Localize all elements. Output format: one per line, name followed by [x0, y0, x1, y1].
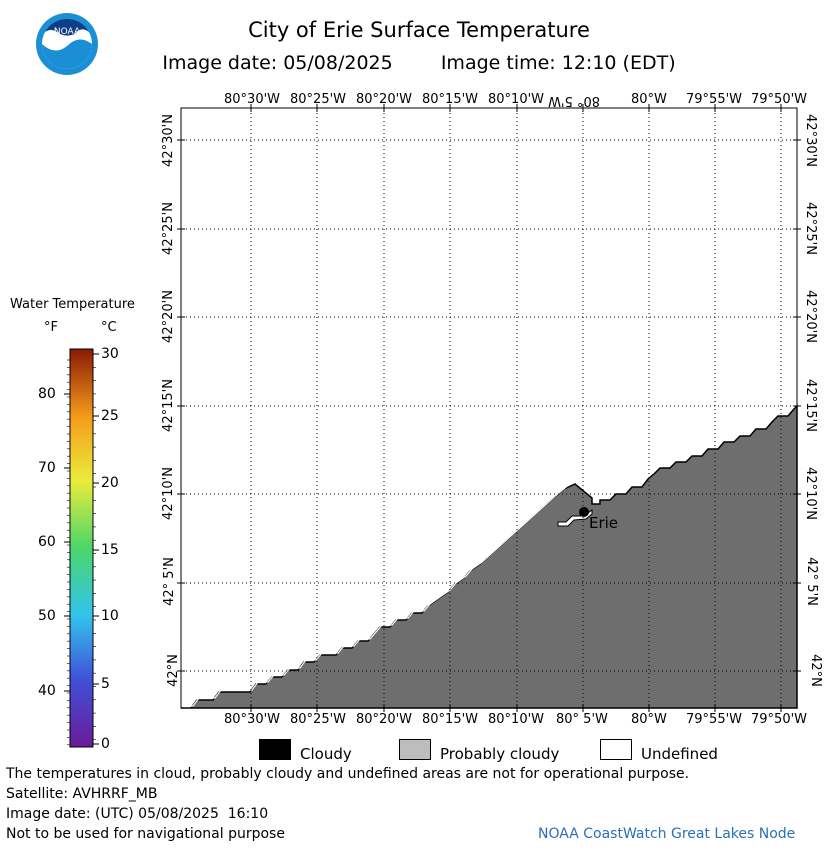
bottom-lon-label: 79°50'W: [751, 712, 808, 727]
bottom-lon-label: 80°10'W: [488, 712, 545, 727]
top-lon-label-text: 80° 5'W: [548, 93, 600, 108]
image-datetime: Image date: 05/08/2025 Image time: 12:10…: [0, 52, 838, 74]
left-lat-label: 42° 5'N: [161, 557, 177, 606]
right-lat-label: 42°25'N: [802, 202, 818, 255]
right-lat-label: 42° 5'N: [803, 557, 819, 606]
legend-unit-c: °C: [101, 320, 117, 335]
legend-c-tick: 30: [101, 346, 119, 362]
cloudy-label: Cloudy: [300, 745, 352, 763]
legend-f-tick: 40: [38, 683, 56, 699]
top-lon-label: 80°30'W: [224, 92, 281, 107]
top-lon-label: 79°55'W: [686, 92, 743, 107]
nav-warning-text: Not to be used for navigational purpose: [6, 826, 285, 842]
bottom-lon-label: 80°W: [631, 712, 667, 727]
disclaimer-text: The temperatures in cloud, probably clou…: [6, 766, 690, 782]
legend-f-tick: 80: [38, 386, 56, 402]
top-lon-label: 80°15'W: [422, 92, 479, 107]
left-lat-label: 42°10'N: [160, 467, 176, 520]
utc-date-text: Image date: (UTC) 05/08/2025 16:10: [6, 806, 269, 822]
legend-title: Water Temperature: [10, 297, 135, 312]
map-panel: Erie: [177, 104, 801, 712]
top-lon-label: 80°W: [631, 92, 667, 107]
left-lat-label: 42°30'N: [160, 114, 176, 167]
top-lon-label: 80°10'W: [488, 92, 545, 107]
probably-cloudy-label: Probably cloudy: [440, 745, 560, 763]
undefined-label: Undefined: [641, 745, 718, 763]
bottom-lon-label: 80°15'W: [422, 712, 479, 727]
bottom-lon-label: 79°55'W: [686, 712, 743, 727]
erie-city-marker: [579, 507, 589, 517]
left-lat-label: 42°20'N: [160, 290, 176, 343]
top-lon-label: 80°20'W: [356, 92, 413, 107]
image-date: Image date: 05/08/2025: [162, 52, 393, 74]
legend-c-tick: 0: [101, 736, 110, 752]
legend-c-tick: 5: [101, 676, 110, 692]
legend-c-tick: 10: [101, 608, 119, 624]
image-time: Image time: 12:10 (EDT): [440, 52, 676, 74]
bottom-lon-label: 80°20'W: [356, 712, 413, 727]
right-lat-label: 42°10'N: [802, 467, 818, 520]
probably-cloudy-swatch: [399, 739, 431, 760]
map-title: City of Erie Surface Temperature: [248, 18, 590, 42]
satellite-text: Satellite: AVHRRF_MB: [6, 786, 158, 802]
legend-f-tick: 50: [38, 608, 56, 624]
top-lon-label: 79°50'W: [751, 92, 808, 107]
erie-city-label: Erie: [589, 514, 618, 532]
noaa-logo: NOAA: [36, 13, 98, 75]
shoreline-highlight: [183, 480, 576, 707]
bottom-lon-label: 80° 5'W: [556, 712, 608, 727]
undefined-swatch: [600, 739, 632, 760]
presque-isle-bay: [557, 509, 593, 527]
right-lat-label: 42°20'N: [802, 290, 818, 343]
right-lat-label: 42°30'N: [802, 114, 818, 167]
left-lat-label: 42°N: [165, 654, 181, 687]
cloudy-swatch: [259, 739, 291, 760]
legend-f-tick: 70: [38, 460, 56, 476]
axis-ticks: [177, 104, 801, 712]
bottom-lon-label: 80°25'W: [290, 712, 347, 727]
legend-c-tick: 25: [101, 408, 119, 424]
color-bar: [64, 348, 99, 748]
legend-c-tick: 15: [101, 542, 119, 558]
top-lon-label: 80° 5'W: [548, 93, 600, 108]
right-lat-label: 42°N: [807, 654, 823, 687]
noaa-logo-text: NOAA: [54, 27, 81, 37]
right-lat-label: 42°15'N: [802, 379, 818, 432]
legend-c-tick: 20: [101, 475, 119, 491]
legend-unit-f: °F: [44, 320, 58, 335]
left-lat-label: 42°25'N: [160, 202, 176, 255]
legend-f-tick: 60: [38, 534, 56, 550]
left-lat-label: 42°15'N: [160, 379, 176, 432]
credit-link[interactable]: NOAA CoastWatch Great Lakes Node: [538, 826, 796, 842]
color-bar-ticks: [64, 353, 99, 746]
bottom-lon-label: 80°30'W: [224, 712, 281, 727]
top-lon-label: 80°25'W: [290, 92, 347, 107]
